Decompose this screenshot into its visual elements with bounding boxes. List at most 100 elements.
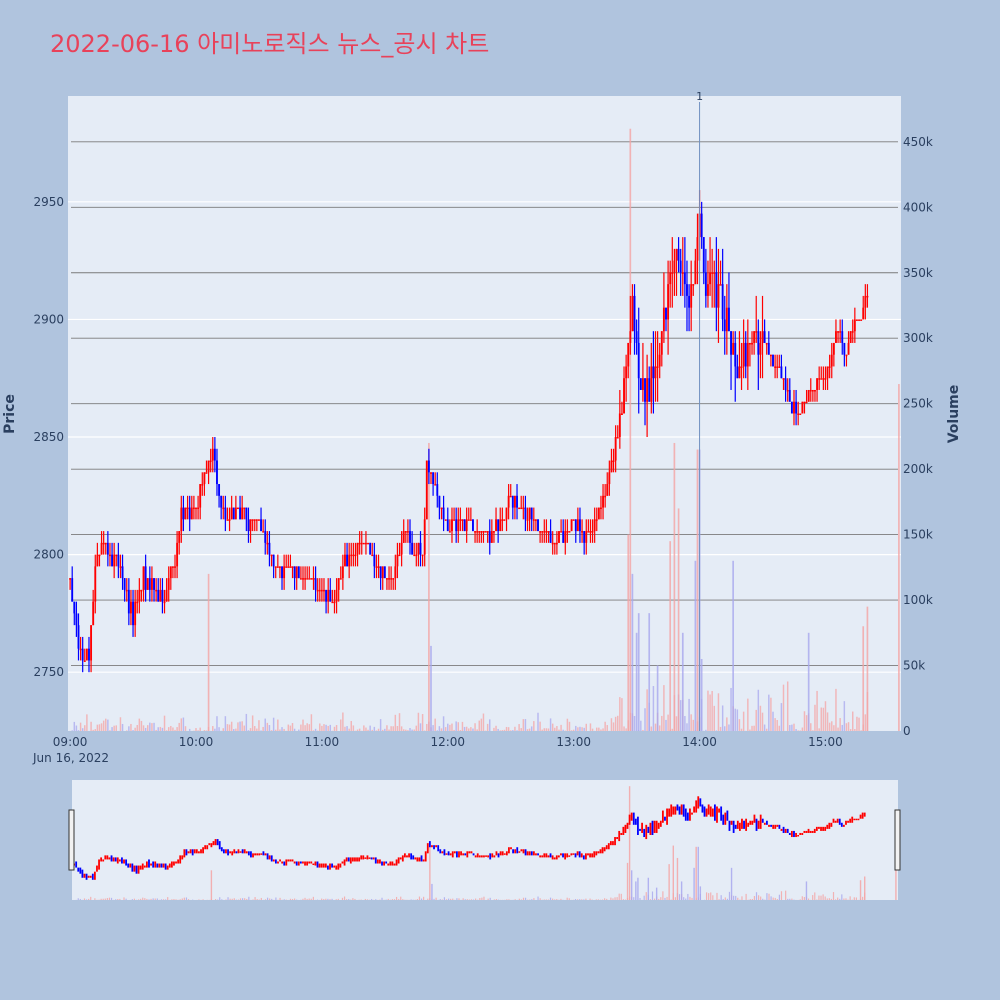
mini-candle xyxy=(643,828,646,838)
volume-bar xyxy=(159,726,162,731)
volume-bar xyxy=(281,727,283,731)
mini-candle xyxy=(351,857,354,862)
candle-body xyxy=(113,554,116,567)
mini-candle xyxy=(749,820,752,825)
mini-candle xyxy=(310,861,313,864)
candle-body xyxy=(778,366,781,368)
candle-body xyxy=(650,366,653,402)
volume-bar xyxy=(352,725,355,731)
mini-candle xyxy=(233,849,236,854)
volume-bar xyxy=(367,729,369,731)
candle-body xyxy=(327,589,330,602)
mini-volume-bar xyxy=(337,898,339,900)
candle-body xyxy=(436,484,439,496)
candle-body xyxy=(547,531,550,533)
volume-bar xyxy=(396,725,399,731)
mini-volume-bar xyxy=(649,899,652,900)
mini-candle xyxy=(462,853,465,856)
mini-candle xyxy=(478,855,481,858)
candle-body xyxy=(130,601,132,614)
mini-volume-bar xyxy=(325,898,327,900)
mini-candle xyxy=(395,859,398,866)
candle-body xyxy=(161,589,164,602)
mini-volume-bar xyxy=(248,896,250,900)
candle-body xyxy=(513,495,516,508)
volume-bar xyxy=(795,729,797,731)
mini-candle xyxy=(763,822,766,825)
range-slider[interactable] xyxy=(68,780,901,900)
volume-bar xyxy=(228,724,231,731)
mini-candle xyxy=(389,861,392,866)
volume-bar xyxy=(136,724,138,731)
volume-bar xyxy=(170,725,172,731)
mini-candle xyxy=(672,806,675,815)
mini-volume-bar xyxy=(628,786,631,900)
volume-bar xyxy=(652,686,655,731)
mini-candle xyxy=(555,855,558,860)
candle-body xyxy=(763,331,766,343)
volume-bar xyxy=(514,726,516,731)
volume-bar xyxy=(453,729,455,731)
volume-bar xyxy=(293,728,296,731)
mini-candle xyxy=(453,851,456,854)
candle-body xyxy=(455,519,458,532)
mini-candle xyxy=(408,853,410,858)
candle-body xyxy=(545,531,548,533)
mini-candle xyxy=(516,847,519,854)
mini-candle xyxy=(747,822,750,827)
mini-candle xyxy=(547,855,550,858)
mini-candle xyxy=(333,865,336,868)
mini-volume-bar xyxy=(148,899,150,900)
mini-volume-bar xyxy=(712,895,714,900)
volume-bar xyxy=(428,442,430,731)
mini-candle xyxy=(651,820,654,835)
mini-volume-bar xyxy=(125,898,127,900)
mini-volume-bar xyxy=(859,880,862,900)
mini-candle xyxy=(668,808,671,817)
candle-body xyxy=(751,342,753,345)
mini-candle xyxy=(260,853,263,855)
volume-bar xyxy=(291,723,294,731)
mini-candle xyxy=(250,851,252,858)
volume-bar xyxy=(451,723,453,731)
volume-bar xyxy=(774,718,776,731)
candle-body xyxy=(264,531,267,543)
volume-bar xyxy=(499,730,501,731)
mini-candle xyxy=(612,841,614,846)
volume-bar xyxy=(233,729,235,731)
range-slider-left-handle[interactable] xyxy=(68,809,75,871)
mini-candle xyxy=(154,861,157,868)
mini-candle xyxy=(793,830,795,838)
candle-body xyxy=(396,554,399,567)
mini-candle xyxy=(370,857,373,860)
volume-bar xyxy=(165,730,168,731)
volume-bar xyxy=(480,718,483,731)
volume-bar xyxy=(212,726,214,731)
candle-body xyxy=(486,531,489,533)
mini-volume-bar xyxy=(799,899,801,900)
candle-body xyxy=(809,389,812,392)
volume-bar xyxy=(205,730,208,731)
mini-volume-bar xyxy=(271,898,273,900)
mini-volume-bar xyxy=(219,897,221,900)
mini-volume-bar xyxy=(820,895,822,900)
volume-bar xyxy=(377,728,380,731)
mini-candle xyxy=(585,853,587,860)
candle-body xyxy=(688,295,691,308)
candle-body xyxy=(482,531,485,533)
mini-candle xyxy=(807,828,810,833)
mini-volume-bar xyxy=(198,899,200,900)
candle-body xyxy=(81,648,84,661)
volume-bar xyxy=(524,719,527,731)
range-slider-right-handle[interactable] xyxy=(894,809,901,871)
mini-volume-bar xyxy=(269,898,271,900)
mini-candle xyxy=(801,832,804,835)
volume-bar xyxy=(847,722,850,731)
candle-body xyxy=(136,601,139,604)
volume-bar xyxy=(751,725,753,731)
candle-body xyxy=(715,272,718,308)
volume-bar xyxy=(373,726,376,731)
volume-bar xyxy=(738,719,741,731)
volume-bar xyxy=(663,685,665,731)
mini-candle xyxy=(847,820,849,823)
